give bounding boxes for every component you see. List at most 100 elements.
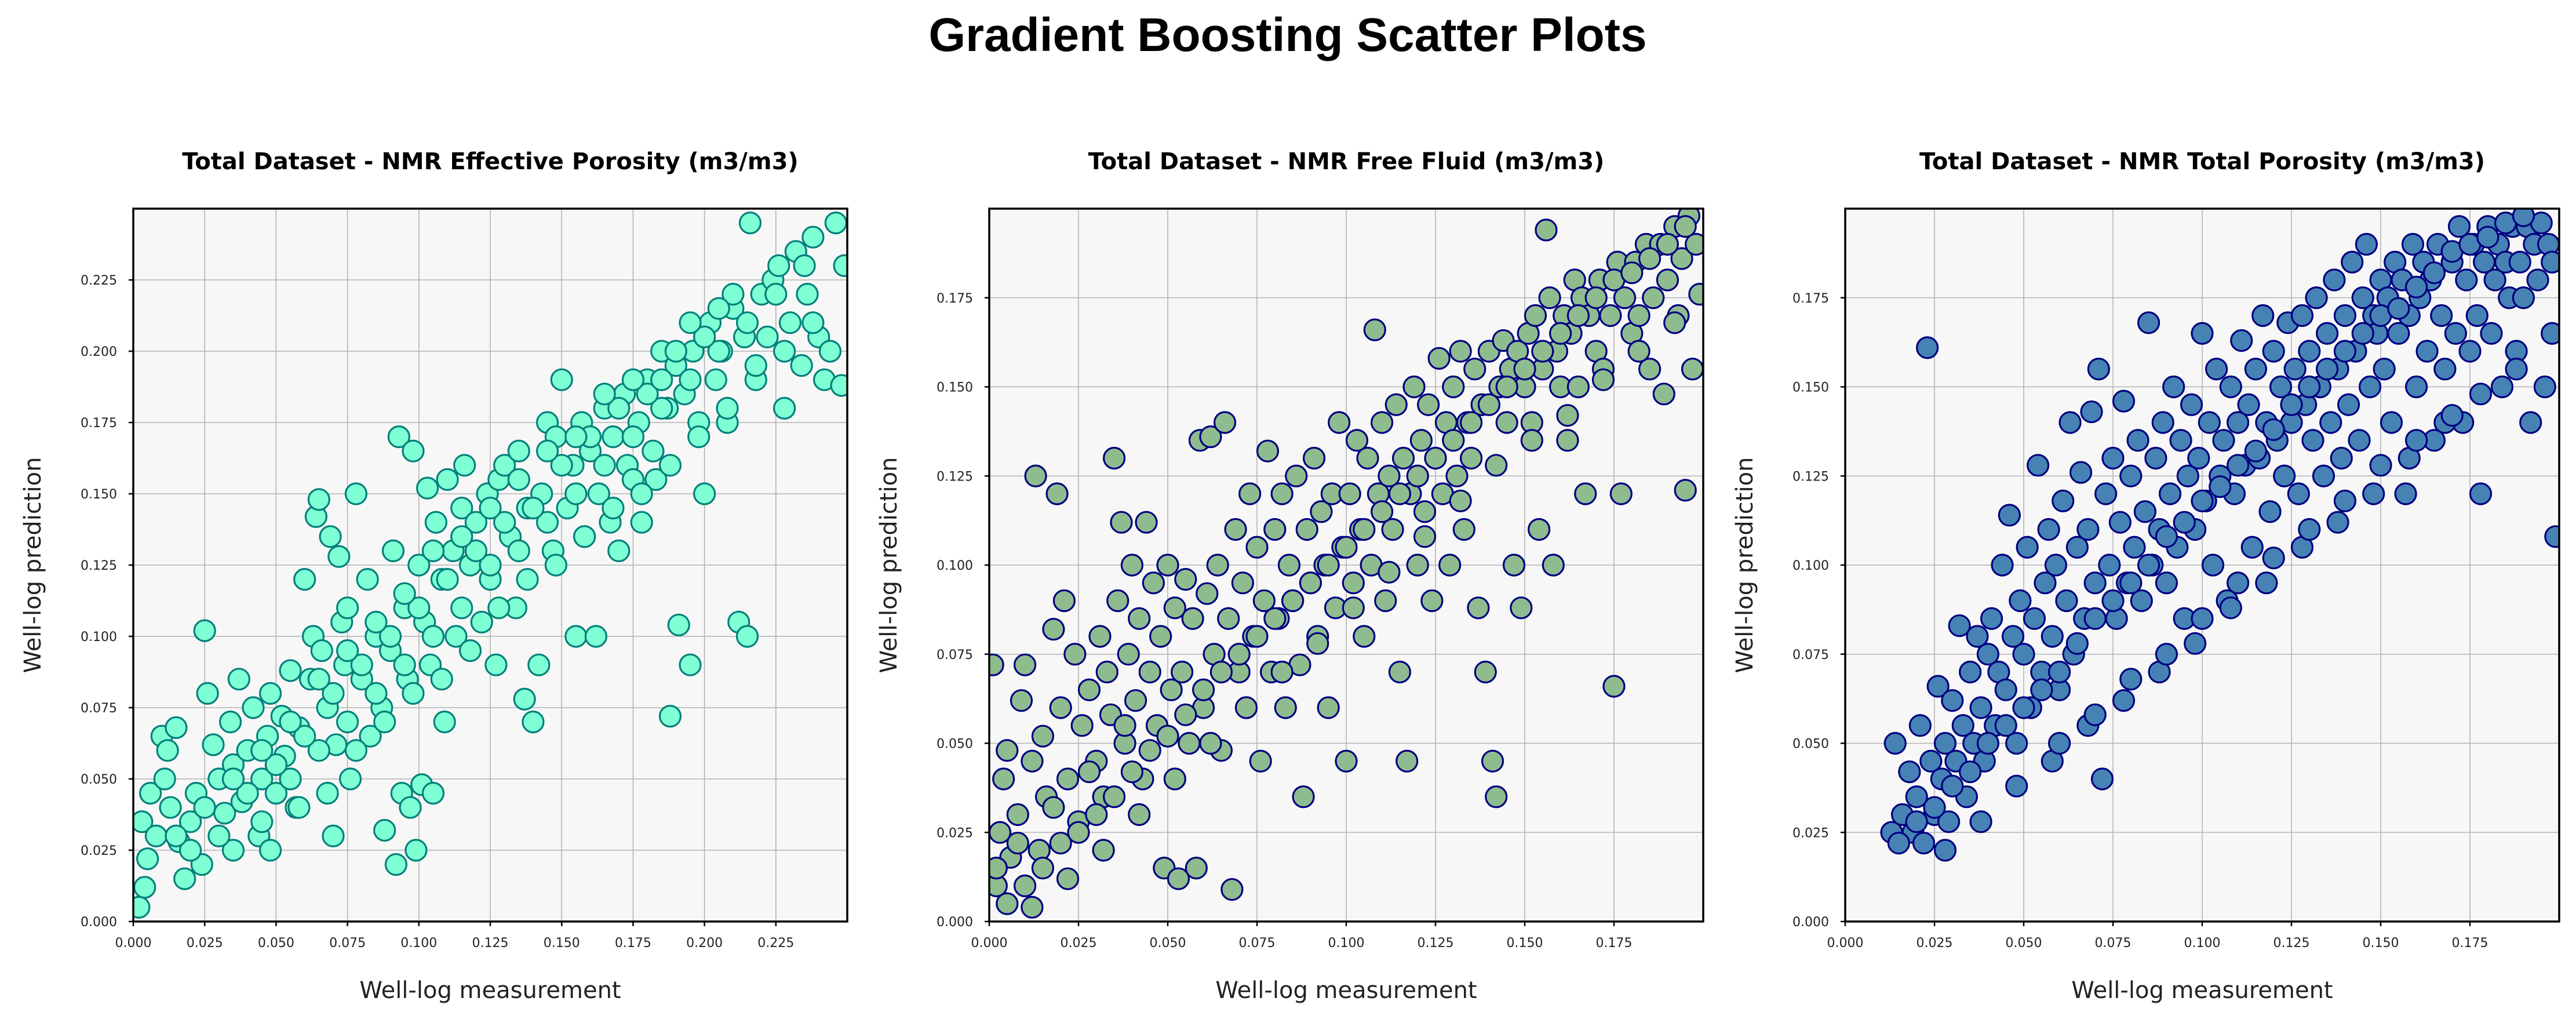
scatter-point: [704, 368, 727, 391]
scatter-point: [1042, 618, 1065, 641]
scatter-point: [2180, 393, 2203, 416]
scatter-point: [1049, 696, 1072, 719]
scatter-point: [479, 496, 502, 520]
scatter-point: [365, 682, 388, 705]
scatter-point: [801, 225, 825, 249]
scatter-point: [2262, 418, 2285, 441]
scatter-point: [1335, 536, 1358, 559]
scatter-point: [2187, 446, 2210, 470]
y-tick-label: 0.050: [1792, 737, 1829, 752]
scatter-point: [1413, 500, 1437, 523]
scatter-point: [2023, 607, 2046, 630]
scatter-point: [593, 383, 616, 406]
scatter-point: [2323, 268, 2346, 292]
scatter-point: [1124, 689, 1147, 712]
scatter-point: [307, 668, 330, 691]
x-axis-label: Well-log measurement: [2071, 977, 2333, 1004]
scatter-point: [522, 710, 545, 734]
scatter-point: [2469, 482, 2493, 505]
y-tick-label: 0.100: [1792, 559, 1829, 573]
y-tick-label: 0.075: [81, 701, 117, 716]
scatter-point: [2158, 482, 2182, 505]
scatter-point: [2087, 358, 2110, 381]
scatter-point: [1613, 286, 1637, 309]
scatter-point: [159, 796, 182, 819]
scatter-point: [1627, 304, 1650, 327]
scatter-point: [1417, 393, 1440, 416]
scatter-point: [2137, 311, 2160, 334]
scatter-point: [2101, 589, 2125, 613]
scatter-point: [2016, 536, 2039, 559]
scatter-point: [1549, 322, 1572, 345]
scatter-point: [450, 596, 473, 620]
scatter-point: [1185, 857, 1208, 880]
scatter-point: [1056, 867, 1080, 890]
scatter-point: [735, 311, 759, 334]
scatter-point: [1463, 358, 1486, 381]
scatter-point: [824, 212, 847, 235]
scatter-point: [1574, 482, 1597, 505]
scatter-point: [2505, 358, 2528, 381]
scatter-point: [1245, 536, 1269, 559]
scatter-point: [1556, 429, 1579, 452]
scatter-point: [384, 853, 407, 876]
scatter-point: [2316, 358, 2339, 381]
scatter-panel-3: Total Dataset - NMR Total Porosity (m3/m…: [1732, 148, 2560, 1004]
scatter-point: [650, 396, 673, 420]
scatter-point: [516, 567, 539, 591]
scatter-point: [2341, 250, 2364, 274]
scatter-point: [1156, 724, 1179, 748]
scatter-points: [989, 209, 1703, 919]
y-tick-label: 0.000: [81, 915, 117, 930]
y-tick-label: 0.050: [81, 773, 117, 787]
scatter-point: [1912, 832, 1936, 855]
scatter-point: [1481, 749, 1504, 773]
scatter-point: [2155, 643, 2178, 666]
scatter-point: [2065, 536, 2089, 559]
x-tick-label: 0.100: [1328, 936, 1365, 950]
scatter-point: [1485, 454, 1508, 477]
scatter-point: [1142, 571, 1165, 595]
scatter-point: [250, 739, 274, 762]
scatter-point: [430, 668, 453, 691]
scatter-point: [202, 733, 225, 756]
scatter-point: [1933, 731, 1957, 755]
scatter-point: [250, 767, 274, 791]
scatter-point: [1149, 625, 1172, 648]
scatter-point: [1102, 785, 1126, 809]
scatter-point: [621, 368, 645, 391]
scatter-point: [1460, 446, 1483, 470]
scatter-point: [1021, 749, 1044, 773]
scatter-point: [2219, 375, 2242, 399]
scatter-point: [1538, 286, 1561, 309]
scatter-point: [1445, 464, 1469, 487]
x-tick-label: 0.200: [686, 936, 723, 950]
scatter-point: [350, 653, 373, 676]
scatter-point: [584, 625, 607, 648]
scatter-point: [2227, 411, 2250, 434]
scatter-point: [464, 539, 487, 563]
scatter-point: [2301, 429, 2324, 452]
scatter-point: [1263, 518, 1287, 541]
scatter-point: [1128, 607, 1151, 630]
scatter-point: [402, 682, 425, 705]
x-tick-label: 0.125: [472, 936, 509, 950]
scatter-point: [196, 682, 219, 705]
scatter-point: [1384, 393, 1408, 416]
scatter-point: [1317, 553, 1340, 577]
scatter-point: [2337, 393, 2360, 416]
scatter-point: [833, 254, 847, 277]
scatter-point: [2155, 571, 2178, 595]
scatter-point: [1070, 714, 1094, 737]
y-axis-label: Well-log prediction: [876, 457, 902, 673]
scatter-point: [722, 283, 745, 306]
scatter-point: [1656, 232, 1679, 256]
scatter-point: [356, 567, 379, 591]
scatter-point: [2119, 571, 2143, 595]
scatter-point: [664, 340, 687, 363]
scatter-point: [2283, 358, 2307, 381]
scatter-point: [2476, 225, 2500, 249]
scatter-point: [1317, 696, 1340, 719]
scatter-point: [2348, 429, 2371, 452]
scatter-point: [1524, 304, 1547, 327]
